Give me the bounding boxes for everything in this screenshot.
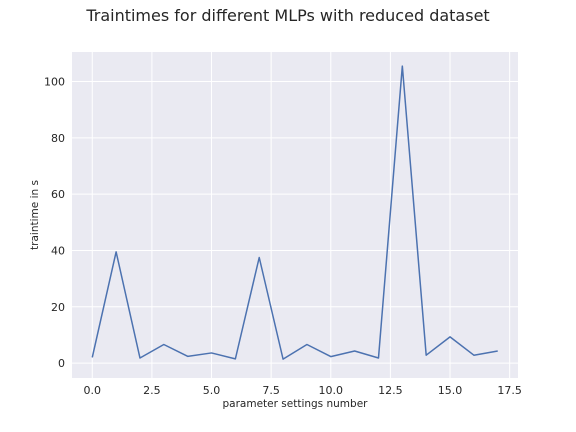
y-tick-label: 100 xyxy=(44,76,65,89)
x-tick-label: 17.5 xyxy=(497,384,522,397)
x-tick-label: 0.0 xyxy=(84,384,102,397)
x-tick-label: 15.0 xyxy=(438,384,463,397)
y-tick-labels: 0 20 40 60 80 100 xyxy=(44,76,65,371)
x-tick-label: 12.5 xyxy=(378,384,403,397)
x-tick-labels: 0.0 2.5 5.0 7.5 10.0 12.5 15.0 17.5 xyxy=(84,384,522,397)
y-tick-label: 80 xyxy=(51,132,65,145)
chart-title: Traintimes for different MLPs with reduc… xyxy=(85,6,489,25)
series-group xyxy=(91,65,498,360)
y-tick-label: 60 xyxy=(51,188,65,201)
x-tick-label: 7.5 xyxy=(262,384,280,397)
x-tick-label: 10.0 xyxy=(319,384,344,397)
y-tick-label: 0 xyxy=(58,357,65,370)
y-tick-label: 40 xyxy=(51,244,65,257)
series-line xyxy=(91,65,498,360)
x-axis-label: parameter settings number xyxy=(223,398,369,410)
y-axis-label: traintime in s xyxy=(29,180,41,250)
y-tick-label: 20 xyxy=(51,301,65,314)
plot-area xyxy=(72,52,518,378)
x-tick-label: 2.5 xyxy=(143,384,161,397)
x-tick-label: 5.0 xyxy=(203,384,221,397)
